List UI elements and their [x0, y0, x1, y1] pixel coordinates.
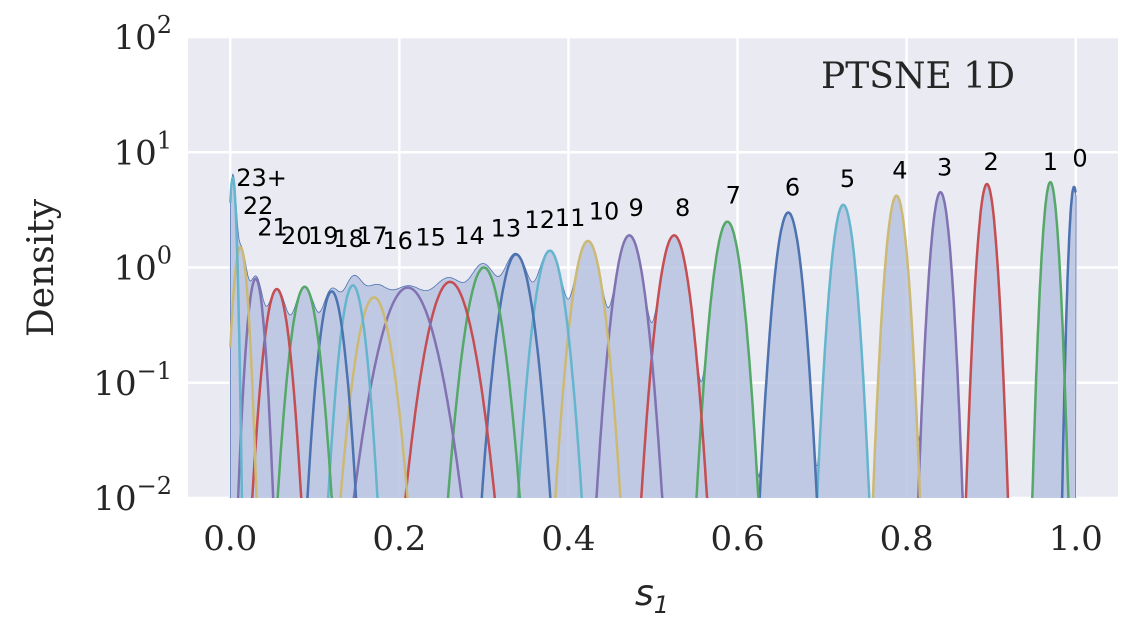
component-curve-13: [446, 266, 522, 498]
x-tick-label-1: 0.2: [372, 519, 426, 559]
component-curve-19: [276, 285, 334, 498]
x-tick-label-3: 0.6: [711, 519, 765, 559]
peak-label-1: 1: [1043, 148, 1058, 176]
component-curve-2: [964, 182, 1010, 498]
component-curve-18: [306, 290, 358, 498]
peak-label-20: 20: [281, 222, 312, 250]
peak-label-12: 12: [524, 206, 555, 234]
component-curve-23+: [229, 176, 244, 498]
peak-label-21: 21: [257, 213, 288, 241]
component-curve-22: [229, 245, 258, 498]
peak-label-17: 17: [357, 222, 388, 250]
component-curve-17: [326, 284, 379, 498]
peak-label-11: 11: [555, 204, 586, 232]
y-tick-labels: 10−2 10−1 100 101 102: [93, 11, 172, 519]
component-curve-8: [639, 234, 709, 498]
component-curve-20: [250, 287, 303, 498]
component-curve-16: [339, 296, 409, 498]
component-curve-11: [516, 249, 584, 498]
component-curve-21: [236, 277, 275, 498]
peak-label-18: 18: [333, 225, 364, 253]
x-tick-label-5: 1.0: [1049, 519, 1103, 559]
peak-label-9: 9: [628, 194, 643, 222]
peak-label-6: 6: [785, 174, 800, 202]
peak-label-4: 4: [892, 157, 907, 185]
component-curve-9: [595, 234, 664, 498]
peak-label-23+: 23+: [236, 164, 287, 192]
component-curve-0: [1060, 185, 1077, 498]
chart-title: PTSNE 1D: [821, 56, 1015, 97]
x-tick-label-0: 0.0: [203, 519, 257, 559]
peak-label-0: 0: [1072, 145, 1087, 173]
component-curve-4: [871, 194, 922, 498]
component-curve-5: [815, 203, 871, 498]
y-tick-label-1: 10−1: [93, 357, 172, 404]
component-curves: [229, 176, 1077, 498]
y-tick-label-4: 102: [113, 11, 172, 58]
peak-label-5: 5: [840, 165, 855, 193]
x-tick-label-2: 0.4: [541, 519, 595, 559]
x-tick-label-4: 0.8: [880, 519, 934, 559]
peak-label-10: 10: [589, 198, 620, 226]
peak-label-14: 14: [454, 222, 485, 250]
y-axis-label: Density: [21, 198, 62, 337]
component-curve-10: [554, 239, 622, 498]
peak-label-16: 16: [382, 227, 413, 255]
y-tick-label-0: 10−2: [93, 472, 172, 519]
component-curve-1: [1030, 180, 1070, 498]
y-tick-label-2: 100: [113, 242, 172, 289]
x-axis-label: s1: [635, 573, 669, 619]
component-curve-6: [758, 211, 819, 498]
component-curve-12: [480, 253, 552, 498]
peak-label-3: 3: [937, 153, 952, 181]
component-curve-14: [404, 280, 497, 498]
peak-label-22: 22: [243, 192, 274, 220]
peak-label-7: 7: [726, 181, 741, 209]
peak-label-15: 15: [415, 224, 446, 252]
x-tick-labels: 0.0 0.2 0.4 0.6 0.8 1.0: [203, 519, 1103, 559]
peak-label-13: 13: [491, 215, 522, 243]
peak-label-8: 8: [675, 194, 690, 222]
x-axis-label-subscript: 1: [654, 591, 669, 619]
peak-label-19: 19: [308, 222, 339, 250]
peak-label-2: 2: [984, 148, 999, 176]
component-curve-3: [916, 190, 964, 498]
y-tick-label-3: 101: [113, 126, 172, 173]
